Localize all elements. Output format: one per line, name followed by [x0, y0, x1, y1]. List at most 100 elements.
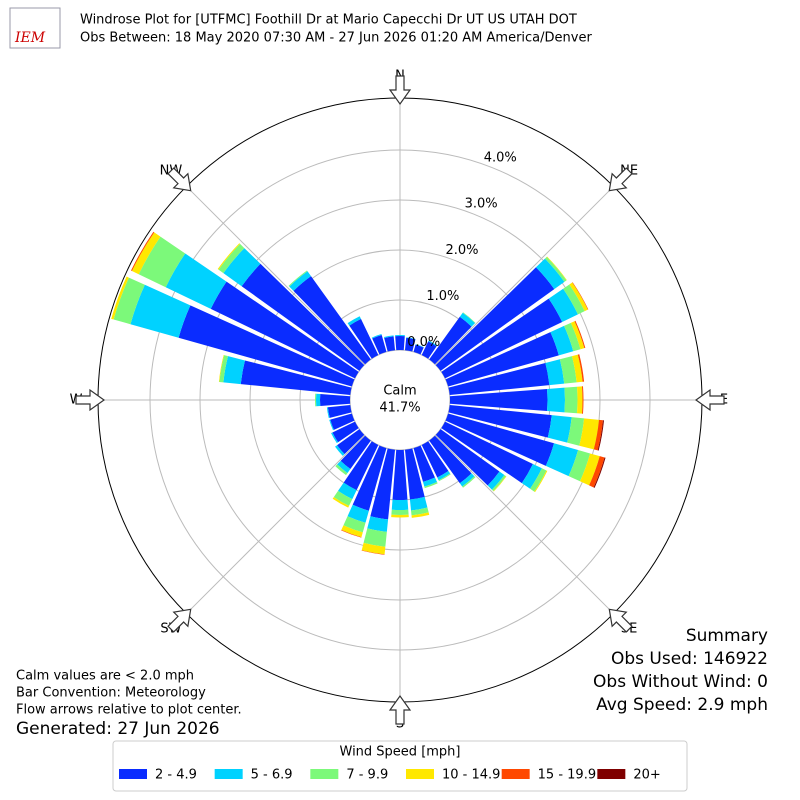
legend-swatch [310, 769, 339, 779]
legend-swatch [214, 769, 243, 779]
wind-sector [564, 322, 581, 352]
wind-sector [411, 507, 429, 516]
r-tick-label: 0.0% [407, 335, 440, 350]
flow-arrow [694, 388, 725, 412]
wind-sector [563, 284, 585, 315]
wind-sector [340, 435, 371, 470]
legend-label: 2 - 4.9 [155, 768, 197, 783]
wind-sector [546, 256, 567, 281]
wind-sector [392, 449, 408, 500]
wind-sector [413, 344, 424, 355]
arrow-shape [388, 75, 412, 106]
wind-sector [413, 445, 435, 482]
summary-line: Avg Speed: 2.9 mph [596, 695, 768, 715]
wind-sector [567, 417, 585, 446]
wind-sector [217, 243, 241, 270]
note: Bar Convention: Meteorology [16, 686, 206, 701]
wind-sector [441, 298, 563, 379]
legend-swatch [501, 769, 530, 779]
wind-sector [337, 460, 351, 474]
wind-sector [487, 471, 505, 490]
wind-sector [347, 504, 369, 523]
legend-swatch [119, 769, 147, 779]
spoke [186, 435, 365, 614]
wind-sector [404, 448, 425, 500]
wind-sector [570, 321, 585, 350]
flow-arrow [167, 608, 192, 633]
wind-sector [445, 332, 559, 387]
wind-sector [421, 341, 437, 359]
wind-sector [409, 496, 428, 511]
wind-sector [530, 468, 547, 492]
wind-sector [367, 516, 389, 532]
wind-sector [327, 404, 352, 418]
wind-sector [411, 512, 430, 518]
wind-sector [593, 419, 603, 451]
wind-sector [421, 441, 449, 478]
wind-sector [438, 473, 451, 482]
arrow-shape [75, 388, 106, 412]
wind-sector [459, 312, 476, 327]
arrow-shape [694, 388, 725, 412]
wind-sector [178, 305, 355, 387]
wind-sector [589, 456, 605, 488]
wind-sector [428, 340, 438, 347]
wind-sector [332, 421, 359, 443]
wind-sector [406, 337, 416, 340]
wind-sector [138, 236, 186, 288]
legend-swatch [597, 769, 626, 779]
flow-arrow [167, 167, 192, 192]
wind-sector [577, 354, 585, 382]
wind-sector [415, 344, 424, 348]
wind-sector [241, 263, 365, 371]
summary-line: Obs Without Wind: 0 [593, 672, 768, 692]
logo-frame [9, 7, 61, 49]
legend-title: Wind Speed [mph] [340, 745, 461, 760]
wind-sector [391, 499, 409, 510]
wind-sector [372, 335, 387, 355]
wind-sector [347, 316, 361, 326]
wind-sector [333, 490, 353, 506]
wind-sector [521, 463, 542, 489]
legend-label: 15 - 19.9 [538, 768, 596, 783]
wind-sector [331, 432, 339, 444]
summary-title: Summary [686, 626, 768, 646]
wind-sector [597, 420, 604, 451]
wind-sector [462, 476, 476, 488]
wind-sector [338, 482, 357, 500]
wind-sector [404, 337, 416, 352]
flow-arrow [608, 608, 633, 633]
calm-circle [351, 351, 449, 449]
wind-sector [130, 284, 191, 338]
wind-sector [535, 258, 565, 290]
wind-sector [343, 516, 366, 533]
wind-sector [319, 394, 351, 406]
wind-sector [544, 256, 567, 282]
wind-sector [491, 474, 506, 492]
wind-sector [581, 386, 584, 414]
wind-sector [223, 356, 245, 385]
calm-label: Calm [383, 384, 416, 399]
wind-sector [288, 270, 308, 287]
wind-sector [424, 482, 438, 489]
generated: Generated: 27 Jun 2026 [16, 719, 220, 739]
wind-sector [218, 355, 225, 382]
wind-sector [435, 267, 555, 371]
wind-sector [437, 471, 451, 481]
flow-arrow [388, 75, 412, 106]
wind-sector [580, 453, 600, 486]
wind-sector [343, 441, 379, 491]
wind-sector [448, 362, 550, 396]
wind-sector [361, 550, 385, 555]
wind-sector [564, 386, 578, 414]
legend-box [112, 740, 688, 792]
legend-swatch [406, 769, 434, 779]
wind-sector [395, 334, 405, 337]
r-tick-label: 4.0% [484, 150, 517, 165]
spoke [186, 186, 365, 365]
wind-sector [332, 497, 350, 508]
note: Calm values are < 2.0 mph [16, 669, 194, 684]
wind-sector [572, 282, 589, 310]
wind-sector [384, 336, 396, 352]
